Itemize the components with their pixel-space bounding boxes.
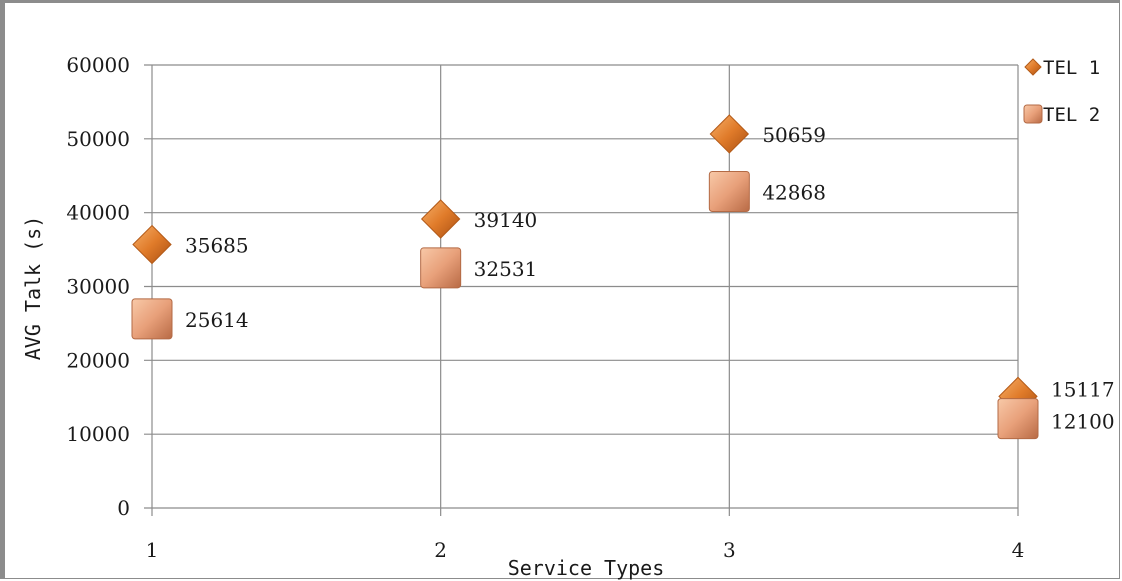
x-tick-label: 2	[434, 538, 447, 562]
y-tick-label: 40000	[66, 201, 130, 225]
legend-label: TEL 1	[1043, 57, 1100, 79]
tel2-square-marker	[420, 247, 462, 289]
grid-lines	[144, 64, 1019, 516]
data-label: 25614	[185, 308, 249, 332]
data-label: 12100	[1051, 410, 1115, 434]
data-label: 35685	[185, 234, 249, 258]
data-label: 42868	[762, 180, 826, 204]
y-tick-label: 50000	[66, 127, 130, 151]
x-tick-label: 4	[1012, 538, 1025, 562]
y-tick-label: 20000	[66, 348, 130, 372]
legend-square-marker	[1023, 104, 1043, 124]
data-label: 39140	[474, 208, 538, 232]
x-tick-label: 1	[146, 538, 159, 562]
tel2-square-marker	[131, 298, 173, 340]
legend: TEL 1 TEL 2	[1023, 57, 1100, 126]
legend-diamond-marker	[1024, 58, 1042, 76]
data-label: 50659	[762, 123, 826, 147]
x-tick-label: 3	[723, 538, 736, 562]
data-markers	[131, 114, 1039, 440]
y-tick-label: 30000	[66, 275, 130, 299]
y-tick-label: 60000	[66, 53, 130, 77]
y-tick-label: 10000	[66, 422, 130, 446]
x-axis-title: Service Types	[508, 556, 665, 580]
data-labels: 35685 39140 50659 15117 25614 32531 42868 12100	[185, 123, 1115, 434]
tel1-diamond-marker	[132, 224, 172, 265]
tel1-diamond-marker	[420, 199, 461, 239]
tel2-square-marker	[708, 170, 750, 212]
axis-ticks: 0 10000 20000 30000 40000 50000 60000 1 2 3 4	[66, 53, 1024, 562]
data-label: 32531	[474, 257, 538, 281]
legend-label: TEL 2	[1043, 104, 1100, 126]
y-tick-label: 0	[117, 496, 130, 520]
data-label: 15117	[1051, 377, 1115, 401]
tel1-diamond-marker	[709, 114, 750, 154]
tel2-square-marker	[997, 398, 1039, 440]
y-axis-title: AVG Talk (s)	[21, 216, 45, 361]
